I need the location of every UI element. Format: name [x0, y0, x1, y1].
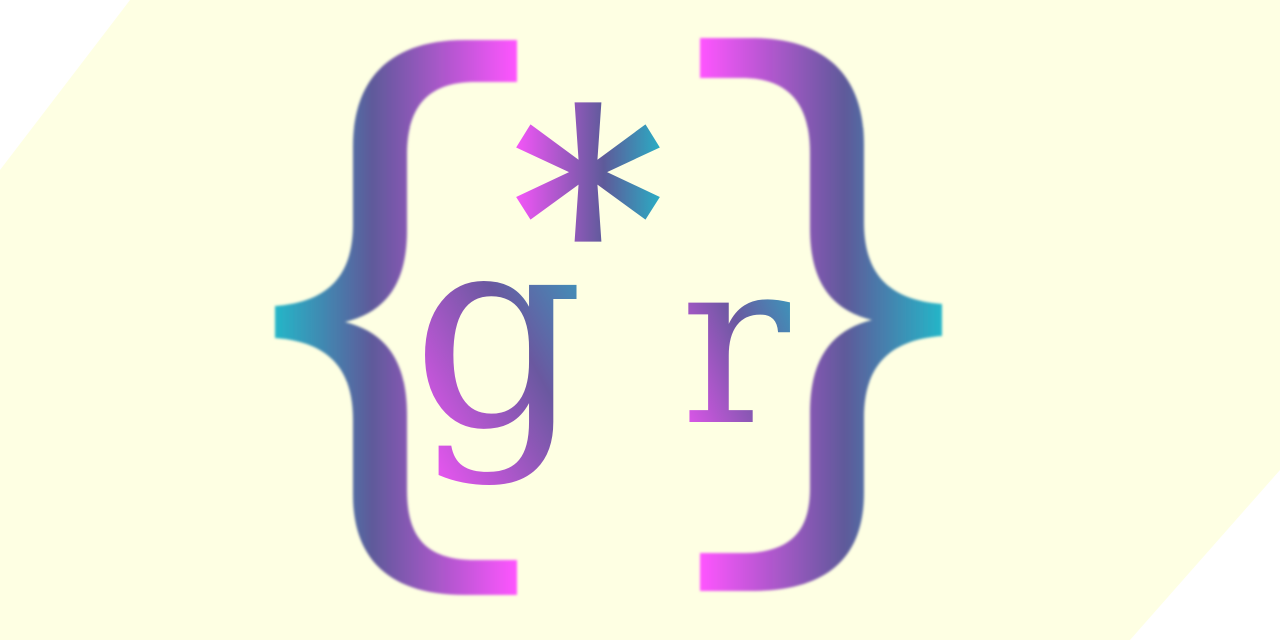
- left-brace: [275, 40, 517, 595]
- letter-g: g: [412, 174, 585, 489]
- asterisk-glyph: *: [510, 43, 667, 396]
- right-brace: [700, 38, 942, 591]
- letter-r: r: [680, 210, 790, 477]
